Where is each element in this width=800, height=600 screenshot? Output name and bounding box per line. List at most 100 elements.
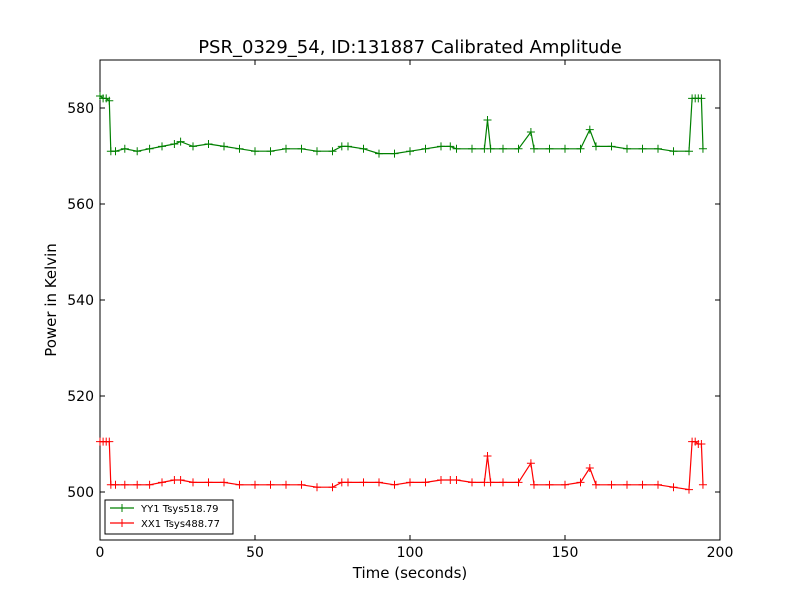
series-1-point-18 [282, 480, 290, 489]
series-0-point-36 [499, 144, 507, 153]
series-1-point-5 [111, 480, 120, 489]
x-axis-label: Time (seconds) [352, 564, 468, 582]
series-0-point-3 [105, 96, 114, 105]
series-1-point-55 [698, 480, 707, 489]
series-1-point-42 [576, 478, 585, 487]
series-0-point-46 [623, 144, 631, 153]
series-1-point-49 [669, 483, 678, 492]
series-1-point-45 [607, 480, 616, 489]
series-1-point-14 [220, 478, 228, 487]
ticks-layer: 0 50 100 150 200 500 520 540 560 580 [67, 60, 733, 561]
series-0-point-50 [685, 147, 693, 156]
series-0-point-9 [158, 142, 166, 151]
series-1-point-21 [328, 483, 337, 492]
legend-label-1: XX1 Tsys488.77 [141, 519, 220, 530]
series-0-point-32 [468, 144, 476, 153]
series-1-point-25 [375, 478, 383, 487]
series-1-point-37 [514, 478, 523, 487]
series-0-point-45 [607, 142, 616, 151]
series-1-point-28 [421, 478, 430, 487]
series-0-point-44 [592, 142, 600, 151]
series-0-point-39 [530, 144, 538, 153]
series-0-point-30 [446, 142, 455, 151]
legend-marker-0 [118, 504, 126, 512]
series-1-point-38 [526, 459, 535, 468]
plot-area: 0 50 100 150 200 500 520 540 560 580 [67, 59, 733, 561]
series-0-point-29 [437, 142, 445, 151]
series-0-point-35 [486, 144, 495, 153]
y-tick-label-2: 540 [67, 293, 94, 309]
series-line-0 [99, 95, 704, 155]
series-0-point-13 [204, 140, 213, 148]
series-1-point-12 [189, 478, 197, 487]
series-0-point-7 [133, 147, 142, 156]
series-1-point-31 [452, 476, 461, 484]
series-1-point-20 [313, 483, 321, 492]
series-0-point-14 [220, 142, 228, 151]
series-0-point-49 [669, 147, 678, 156]
series-0-point-24 [359, 144, 368, 153]
series-0-point-42 [576, 144, 585, 153]
series-0-point-25 [375, 149, 383, 158]
series-0-point-15 [235, 144, 244, 153]
series-0-point-17 [266, 147, 275, 156]
series-1-point-8 [145, 480, 154, 489]
series-1-point-48 [654, 480, 662, 489]
series-0-point-34 [483, 116, 492, 124]
legend: YY1 Tsys518.79 XX1 Tsys488.77 [104, 499, 234, 535]
series-1-point-15 [235, 480, 244, 489]
legend-label-0: YY1 Tsys518.79 [140, 504, 219, 515]
series-0-point-10 [170, 140, 179, 148]
series-1-point-44 [592, 480, 600, 489]
y-tick-label-3: 560 [67, 197, 94, 213]
series-1-point-7 [133, 480, 142, 489]
series-0-point-31 [452, 144, 461, 153]
series-0-point-26 [390, 149, 399, 158]
series-0-point-19 [297, 144, 306, 153]
series-1-point-16 [251, 480, 259, 489]
y-tick-label-4: 580 [67, 101, 94, 117]
series-0-point-47 [638, 144, 647, 153]
series-0-point-18 [282, 144, 290, 153]
x-tick-label-2: 100 [397, 545, 424, 561]
series-0-point-28 [421, 144, 430, 153]
x-tick-label-1: 50 [246, 545, 264, 561]
series-0-point-38 [526, 128, 535, 136]
series-1-point-46 [623, 480, 631, 489]
series-1-point-17 [266, 480, 275, 489]
series-1-point-13 [204, 478, 213, 487]
series-1-point-34 [483, 452, 492, 460]
series-0-point-16 [251, 147, 259, 156]
series-1-point-41 [561, 480, 569, 489]
x-tick-label-3: 150 [552, 545, 579, 561]
series-0-point-5 [111, 147, 120, 156]
series-1-point-19 [297, 480, 306, 489]
series-0-point-27 [406, 147, 414, 156]
series-1-point-32 [468, 478, 476, 487]
series-0-point-20 [313, 147, 321, 156]
legend-box [104, 499, 234, 535]
y-tick-label-1: 520 [67, 389, 94, 405]
series-0-point-11 [176, 137, 185, 146]
series-1-point-24 [359, 478, 368, 487]
series-1-point-11 [176, 476, 185, 484]
chart-title: PSR_0329_54, ID:131887 Calibrated Amplit… [198, 37, 622, 58]
series-1-point-9 [158, 478, 166, 487]
legend-marker-1 [118, 519, 126, 527]
series-1-point-54 [697, 440, 706, 448]
plot-frame [99, 59, 721, 541]
series-1-point-29 [437, 476, 445, 484]
series-1-point-27 [406, 478, 414, 487]
series-1-point-39 [530, 480, 538, 489]
series-0-point-8 [145, 144, 154, 153]
series-0-point-48 [654, 144, 662, 153]
series-1-point-3 [105, 437, 114, 446]
series-0-point-6 [120, 144, 129, 153]
series-1-point-6 [120, 480, 129, 489]
series-1-point-50 [685, 485, 693, 494]
y-axis-label: Power in Kelvin [42, 243, 60, 357]
series-1-point-43 [585, 464, 594, 472]
y-tick-label-0: 500 [67, 485, 94, 501]
series-0-point-55 [698, 144, 707, 153]
